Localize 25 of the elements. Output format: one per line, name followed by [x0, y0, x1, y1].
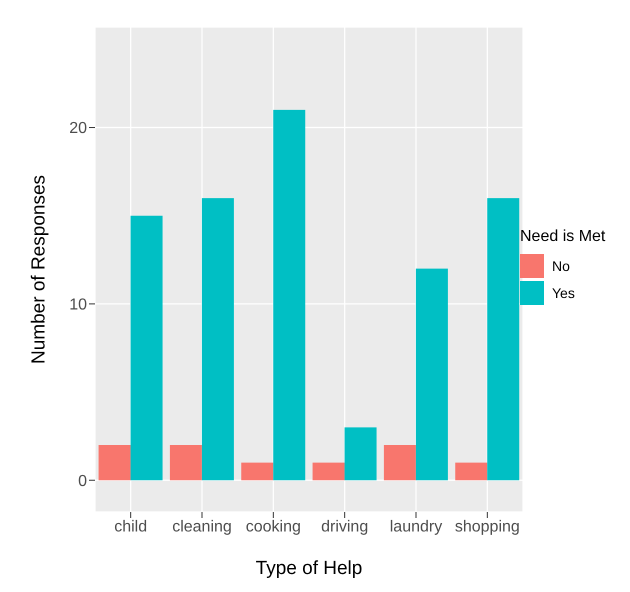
legend-title: Need is Met — [520, 228, 606, 246]
x-tick-label: cleaning — [172, 518, 232, 536]
bar — [170, 444, 202, 480]
bar — [202, 198, 234, 480]
x-axis-title: Type of Help — [256, 558, 362, 579]
y-tick-label: 10 — [69, 296, 88, 314]
bar — [130, 216, 163, 480]
x-tick-label: cooking — [246, 518, 301, 536]
legend-label: Yes — [552, 284, 575, 300]
legend-label: No — [552, 258, 570, 274]
x-tick-label: laundry — [390, 518, 442, 536]
bar — [344, 427, 377, 480]
x-tick-label: driving — [321, 518, 368, 536]
bar — [416, 268, 448, 480]
bar — [241, 462, 274, 480]
bar — [98, 444, 131, 480]
y-axis-title: Number of Responses — [28, 174, 50, 364]
bar — [384, 444, 416, 480]
bar — [273, 110, 306, 480]
x-tick-label: shopping — [454, 518, 520, 536]
bar — [312, 462, 345, 480]
y-tick-label: 0 — [78, 472, 88, 490]
bar — [455, 462, 488, 480]
x-tick-label: child — [114, 518, 148, 536]
y-tick-label: 20 — [69, 120, 88, 138]
